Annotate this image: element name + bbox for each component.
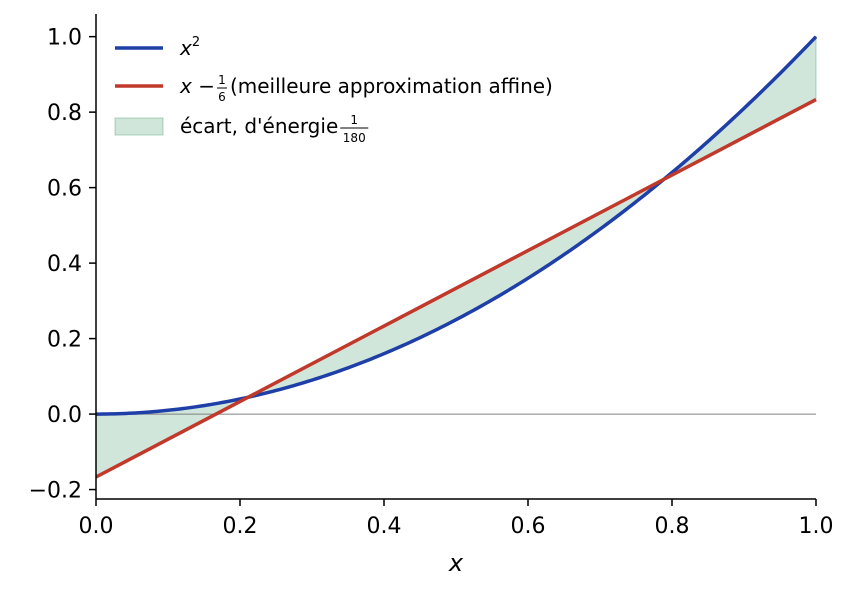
legend-label-affine-suffix: (meilleure approximation affine) [230,74,553,98]
x-axis-title: x [448,549,464,577]
y-tick-label: −0.2 [29,479,82,504]
y-tick-label: 0.2 [47,328,82,353]
legend-swatch-gap [114,117,164,136]
legend-label-affine-prefix: x − [179,74,215,98]
ticks: 0.0 0.2 0.4 0.6 0.8 1.0 −0.2 0.0 0.2 0.4 0.6 0.8 1.0 [29,26,834,539]
series-line-affine [95,98,817,479]
x-tick-label: 0.0 [79,514,114,539]
legend-label-gap-prefix: écart, d'énergie [180,114,338,138]
x-tick-label: 0.6 [511,514,546,539]
y-tick-label: 1.0 [47,26,82,51]
gap-fill-area [95,35,817,478]
gap-fill-region [95,35,817,478]
legend-label-x-squared: x2 [179,35,200,60]
x-tick-label: 0.4 [367,514,402,539]
series-line-x-squared [95,35,818,416]
legend-affine-fraction-numerator: 1 [218,73,226,87]
series-layer [95,35,818,479]
legend-label-x-squared-sup: 2 [192,35,200,50]
x-tick-label: 0.2 [223,514,258,539]
legend-gap-fraction-numerator: 1 [350,113,358,127]
legend: x2 x − 1 6 (meilleure approximation affi… [114,35,553,145]
x-tick-label: 0.8 [655,514,690,539]
legend-label-x-squared-base: x [179,36,192,60]
y-tick-label: 0.8 [47,101,82,126]
axes [95,14,816,500]
legend-gap-fraction-denominator: 180 [343,131,366,145]
y-tick-label: 0.0 [47,403,82,428]
y-tick-label: 0.6 [47,177,82,202]
y-tick-label: 0.4 [47,252,82,277]
legend-affine-fraction-denominator: 6 [218,90,226,104]
x-tick-label: 1.0 [799,514,834,539]
